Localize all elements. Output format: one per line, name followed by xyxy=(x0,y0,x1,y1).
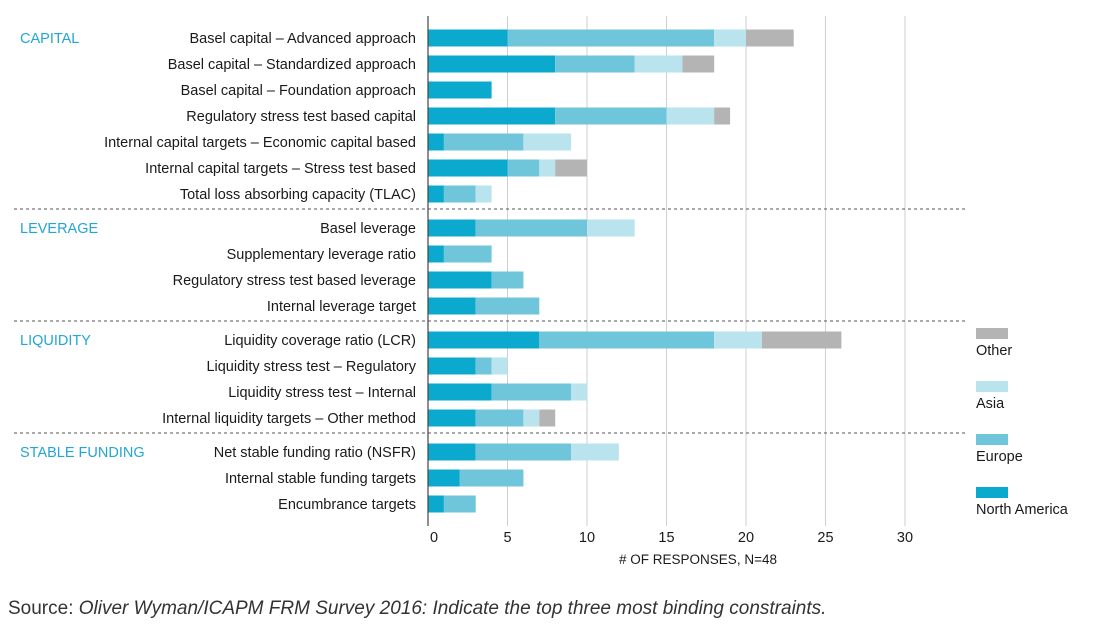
x-tick-label: 10 xyxy=(579,530,595,546)
bar-north-america-18 xyxy=(428,495,444,513)
bar-north-america-13 xyxy=(428,357,476,375)
category-label: Liquidity coverage ratio (LCR) xyxy=(224,333,416,349)
x-tick-label: 5 xyxy=(503,530,511,546)
bar-europe-12 xyxy=(539,331,715,349)
x-axis-title: # OF RESPONSES, N=48 xyxy=(619,552,777,567)
bar-asia-6 xyxy=(539,159,556,177)
bar-north-america-5 xyxy=(428,133,444,151)
source-text: Oliver Wyman/ICAPM FRM Survey 2016: Indi… xyxy=(78,598,827,619)
legend-label-europe: Europe xyxy=(976,449,1023,465)
bar-asia-5 xyxy=(523,133,572,151)
bar-europe-18 xyxy=(443,495,476,513)
bar-north-america-2 xyxy=(428,55,556,73)
bar-asia-1 xyxy=(714,29,746,47)
bar-north-america-12 xyxy=(428,331,540,349)
bar-asia-2 xyxy=(634,55,683,73)
stacked-bar-chart: Basel capital – Advanced approach Basel c… xyxy=(14,16,1069,567)
bar-north-america-17 xyxy=(428,469,460,487)
bar-europe-4 xyxy=(555,107,667,125)
bar-north-america-16 xyxy=(428,443,476,461)
category-label: Liquidity stress test – Regulatory xyxy=(206,359,416,375)
category-label: Internal capital targets – Economic capi… xyxy=(104,135,416,151)
bar-europe-7 xyxy=(443,185,476,203)
bar-other-12 xyxy=(761,331,842,349)
bar-europe-8 xyxy=(475,219,587,237)
group-label-stable-funding: STABLE FUNDING xyxy=(20,445,145,461)
category-label: Internal stable funding targets xyxy=(225,471,416,487)
legend-label-other: Other xyxy=(976,343,1012,359)
category-label: Net stable funding ratio (NSFR) xyxy=(214,445,416,461)
bar-asia-8 xyxy=(587,219,635,237)
category-label: Basel capital – Advanced approach xyxy=(189,31,416,47)
bar-north-america-1 xyxy=(428,29,508,47)
bar-europe-9 xyxy=(443,245,492,263)
category-label: Basel capital – Standardized approach xyxy=(168,57,416,73)
bar-asia-16 xyxy=(571,443,619,461)
category-label: Basel capital – Foundation approach xyxy=(181,83,416,99)
category-label: Regulatory stress test based capital xyxy=(186,109,416,125)
bar-north-america-9 xyxy=(428,245,444,263)
bar-europe-10 xyxy=(491,271,524,289)
bar-north-america-11 xyxy=(428,297,476,315)
group-label-liquidity: LIQUIDITY xyxy=(20,333,91,349)
bar-north-america-4 xyxy=(428,107,556,125)
bar-asia-7 xyxy=(475,185,492,203)
bar-asia-14 xyxy=(571,383,587,401)
bar-other-6 xyxy=(555,159,587,177)
x-tick-label: 25 xyxy=(817,530,833,546)
bar-asia-4 xyxy=(666,107,715,125)
legend-label-asia: Asia xyxy=(976,396,1005,412)
bar-europe-2 xyxy=(555,55,635,73)
bar-north-america-3 xyxy=(428,81,492,99)
legend-swatch-europe xyxy=(976,434,1008,445)
bar-other-1 xyxy=(746,29,794,47)
legend-swatch-other xyxy=(976,328,1008,339)
legend-swatch-north-america xyxy=(976,487,1008,498)
bar-europe-1 xyxy=(507,29,715,47)
x-tick-label: 30 xyxy=(897,530,913,546)
bar-europe-16 xyxy=(475,443,572,461)
category-label: Internal liquidity targets – Other metho… xyxy=(162,411,416,427)
category-label: Internal capital targets – Stress test b… xyxy=(145,161,416,177)
bar-north-america-14 xyxy=(428,383,492,401)
category-label: Supplementary leverage ratio xyxy=(227,247,416,263)
bar-europe-14 xyxy=(491,383,572,401)
x-tick-label: 20 xyxy=(738,530,754,546)
bar-other-15 xyxy=(539,409,556,427)
source-prefix: Source: xyxy=(8,598,79,619)
group-label-leverage: LEVERAGE xyxy=(20,221,98,237)
x-tick-label: 15 xyxy=(658,530,674,546)
legend-swatch-asia xyxy=(976,381,1008,392)
bar-north-america-8 xyxy=(428,219,476,237)
bar-north-america-7 xyxy=(428,185,444,203)
bar-asia-13 xyxy=(491,357,508,375)
bar-europe-6 xyxy=(507,159,540,177)
bar-europe-17 xyxy=(459,469,524,487)
bar-other-4 xyxy=(714,107,731,125)
bar-europe-15 xyxy=(475,409,524,427)
category-label: Total loss absorbing capacity (TLAC) xyxy=(180,187,416,203)
bar-asia-12 xyxy=(714,331,762,349)
bar-europe-13 xyxy=(475,357,492,375)
source-note: Source: Oliver Wyman/ICAPM FRM Survey 20… xyxy=(8,598,826,620)
category-label: Encumbrance targets xyxy=(278,497,416,513)
bar-europe-11 xyxy=(475,297,540,315)
bar-north-america-6 xyxy=(428,159,508,177)
x-tick-label: 0 xyxy=(430,530,438,546)
bar-north-america-10 xyxy=(428,271,492,289)
bar-asia-15 xyxy=(523,409,540,427)
category-label: Liquidity stress test – Internal xyxy=(228,385,416,401)
legend-label-north-america: North America xyxy=(976,502,1069,518)
category-label: Regulatory stress test based leverage xyxy=(173,273,416,289)
category-label: Basel leverage xyxy=(320,221,416,237)
category-label: Internal leverage target xyxy=(267,299,416,315)
bar-north-america-15 xyxy=(428,409,476,427)
bar-other-2 xyxy=(682,55,715,73)
group-label-capital: CAPITAL xyxy=(20,31,79,47)
bar-europe-5 xyxy=(443,133,524,151)
